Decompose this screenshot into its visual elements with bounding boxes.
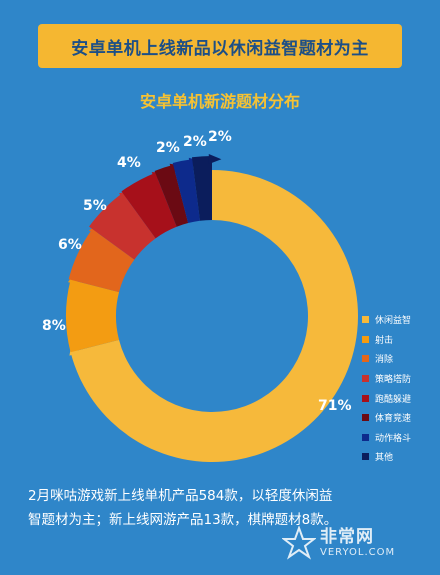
legend-swatch — [362, 335, 369, 343]
legend-swatch — [362, 316, 369, 324]
title-banner: 安卓单机上线新品以休闲益智题材为主 — [38, 24, 402, 68]
donut-labels: 71%8%6%5%4%2% 2% 2% — [42, 129, 352, 414]
legend-item: 消除 — [362, 349, 411, 369]
slice-value-label-4: 5% — [83, 198, 107, 214]
donut-slices — [66, 154, 359, 462]
banner-title: 安卓单机上线新品以休闲益智题材为主 — [71, 38, 369, 59]
legend-item: 体育竞速 — [362, 408, 411, 428]
donut-slice-5 — [121, 172, 177, 239]
watermark-cn: 非常网 — [320, 527, 374, 547]
slice-value-label-1: 71% — [318, 398, 352, 414]
chart-title: 安卓单机新游题材分布 — [139, 92, 300, 111]
slice-value-label-7: 2% — [183, 134, 207, 150]
legend-label: 休闲益智 — [375, 316, 412, 327]
footnote-line-2: 智题材为主；新上线网游产品13款，棋牌题材8款。 — [28, 512, 338, 528]
slice-value-label-5: 4% — [117, 155, 141, 171]
watermark-en: VERYOL.COM — [320, 547, 396, 558]
slice-value-label-2: 8% — [42, 318, 66, 334]
donut-slice-2 — [66, 279, 120, 353]
legend-swatch — [362, 433, 369, 441]
legend-swatch — [362, 453, 369, 461]
donut-slice-4 — [89, 193, 156, 260]
legend-swatch — [362, 394, 369, 402]
legend-label: 体育竞速 — [375, 414, 412, 425]
legend-label: 射击 — [375, 335, 394, 346]
slice-pointer-8 — [208, 154, 222, 165]
legend-swatch — [362, 375, 369, 383]
footnote-line-1: 2月咪咕游戏新上线单机产品584款，以轻度休闲益 — [28, 488, 333, 504]
legend-item: 射击 — [362, 330, 411, 350]
legend-item: 休闲益智 — [362, 310, 411, 330]
chart-legend: 休闲益智射击消除策略塔防跑酷躲避体育竞速动作格斗其他 — [362, 310, 411, 467]
donut-slice-7 — [172, 159, 200, 224]
legend-label: 动作格斗 — [375, 433, 412, 444]
donut-slice-3 — [68, 229, 135, 293]
legend-item: 其他 — [362, 447, 411, 467]
slice-value-label-3: 6% — [58, 237, 82, 253]
donut-slice-6 — [154, 164, 189, 227]
legend-label: 跑酷躲避 — [375, 394, 412, 405]
legend-item: 动作格斗 — [362, 428, 411, 448]
donut-slice-8 — [191, 156, 212, 221]
legend-label: 策略塔防 — [375, 375, 412, 386]
legend-swatch — [362, 355, 369, 363]
footnote: 2月咪咕游戏新上线单机产品584款，以轻度休闲益 智题材为主；新上线网游产品13… — [28, 484, 418, 532]
legend-item: 跑酷躲避 — [362, 388, 411, 408]
legend-item: 策略塔防 — [362, 369, 411, 389]
slice-value-label-6: 2% — [156, 140, 180, 156]
donut-slice-1 — [70, 170, 359, 462]
legend-swatch — [362, 414, 369, 422]
legend-label: 消除 — [375, 355, 394, 366]
star-logo-icon — [282, 526, 316, 560]
legend-label: 其他 — [375, 453, 394, 464]
slice-value-label-8: 2% — [208, 129, 232, 145]
watermark: 非常网 VERYOL.COM — [282, 526, 395, 560]
